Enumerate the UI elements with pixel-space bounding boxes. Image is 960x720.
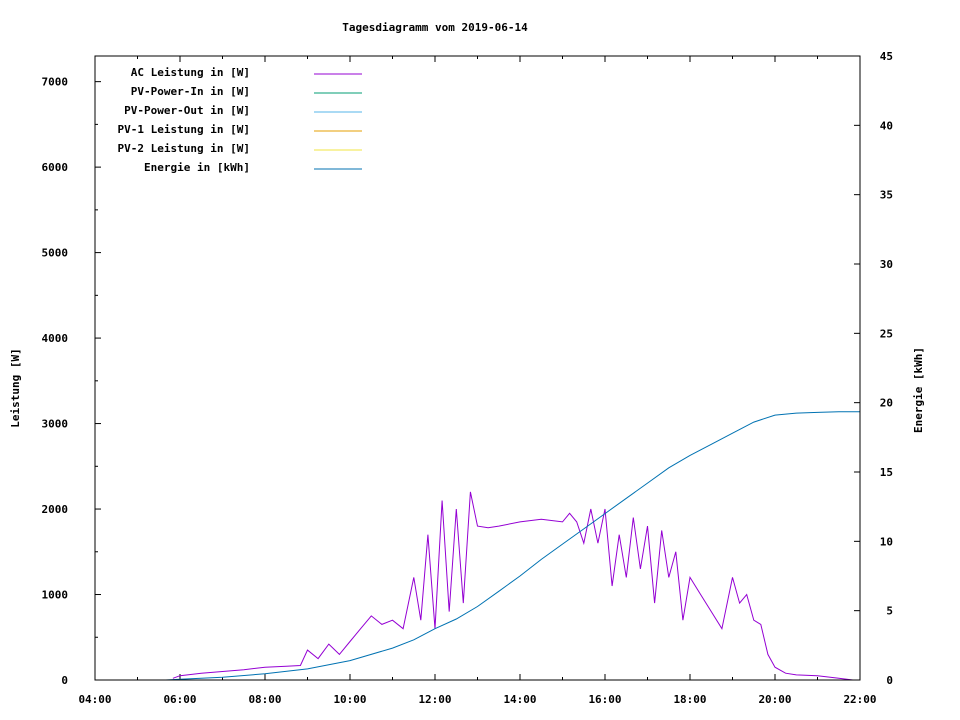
legend-label: PV-1 Leistung in [W] [118, 123, 250, 136]
y-tick-labels: 0 1000 2000 3000 4000 5000 6000 7000 [42, 76, 69, 687]
y2-tick-label: 5 [886, 605, 893, 618]
series-layer [165, 411, 860, 681]
y2-tick-label: 20 [880, 397, 893, 410]
y-tick-label: 4000 [42, 332, 69, 345]
x-tick-label: 16:00 [588, 693, 621, 706]
x-tick-label: 20:00 [758, 693, 791, 706]
x-tick-label: 06:00 [163, 693, 196, 706]
y2-tick-label: 40 [880, 119, 893, 132]
legend-label: PV-Power-In in [W] [131, 85, 250, 98]
y-tick-label: 0 [61, 674, 68, 687]
legend-label: PV-Power-Out in [W] [124, 104, 250, 117]
x-tick-label: 10:00 [333, 693, 366, 706]
y-axis-label: Leistung [W] [9, 348, 22, 427]
x-tick-label: 04:00 [78, 693, 111, 706]
legend-label: Energie in [kWh] [144, 161, 250, 174]
x-tick-label: 22:00 [843, 693, 876, 706]
y-tick-label: 1000 [42, 589, 69, 602]
y2-axis-label: Energie [kWh] [912, 347, 925, 433]
chart-title: Tagesdiagramm vom 2019-06-14 [342, 21, 528, 34]
series-line-5 [165, 411, 860, 681]
legend-label: PV-2 Leistung in [W] [118, 142, 250, 155]
y-tick-label: 5000 [42, 247, 69, 260]
y2-tick-label: 25 [880, 327, 893, 340]
y2-tick-label: 35 [880, 189, 893, 202]
y-tick-label: 3000 [42, 418, 69, 431]
x-tick-label: 08:00 [248, 693, 281, 706]
x-tick-labels: 04:00 06:00 08:00 10:00 12:00 14:00 16:00 18:00… [78, 693, 876, 706]
y-tick-label: 2000 [42, 503, 69, 516]
y2-tick-label: 0 [886, 674, 893, 687]
y2-tick-labels: 0 5 10 15 20 25 30 35 40 45 [880, 50, 893, 687]
y2-tick-label: 30 [880, 258, 893, 271]
x-tick-label: 14:00 [503, 693, 536, 706]
y-tick-label: 7000 [42, 76, 69, 89]
y2-tick-label: 15 [880, 466, 893, 479]
y-tick-label: 6000 [42, 161, 69, 174]
y2-tick-label: 10 [880, 535, 893, 548]
legend-label: AC Leistung in [W] [131, 66, 250, 79]
x-tick-label: 12:00 [418, 693, 451, 706]
plot-area [94, 55, 861, 681]
legend: AC Leistung in [W] PV-Power-In in [W] PV-P… [118, 66, 362, 174]
x-tick-label: 18:00 [673, 693, 706, 706]
series-line-0 [172, 491, 853, 681]
y2-tick-label: 45 [880, 50, 893, 63]
